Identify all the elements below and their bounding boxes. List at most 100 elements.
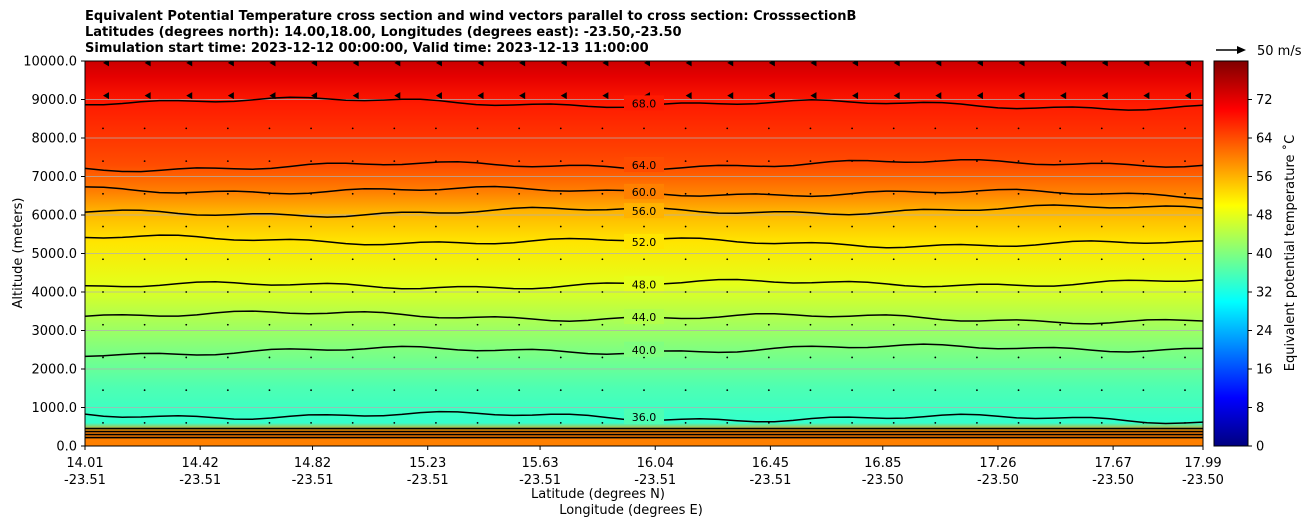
- wind-vector: [1142, 258, 1145, 261]
- colorbar-tick-label: 8: [1256, 401, 1264, 416]
- wind-vector: [1184, 291, 1186, 293]
- wind-vector: [892, 323, 895, 326]
- wind-vector: [1100, 356, 1103, 359]
- x-tick-label-lon: -23.50: [1092, 473, 1134, 488]
- x-tick-label-lon: -23.51: [749, 473, 791, 488]
- wind-vector: [935, 61, 942, 67]
- wind-vector: [351, 258, 354, 261]
- contour-label-bg: [624, 409, 664, 425]
- wind-vector: [351, 389, 354, 392]
- wind-vector: [143, 127, 146, 130]
- wind-vector: [143, 323, 146, 326]
- contour-label-bg: [624, 203, 664, 219]
- wind-vector: [311, 61, 318, 67]
- x-tick-label-lat: 17.99: [1184, 456, 1221, 471]
- y-tick-label: 0.0: [56, 440, 77, 455]
- wind-vector: [103, 61, 109, 67]
- wind-vector: [144, 92, 151, 100]
- wind-vector: [809, 323, 812, 326]
- wind-vector: [852, 92, 859, 100]
- wind-vector: [268, 291, 271, 293]
- wind-vector: [1100, 258, 1103, 261]
- wind-vector: [767, 258, 770, 261]
- wind-vector: [1059, 356, 1062, 359]
- wind-vector: [102, 356, 104, 359]
- wind-vector: [352, 92, 359, 100]
- y-tick-label: 1000.0: [32, 401, 78, 416]
- wind-vector: [393, 192, 396, 195]
- plot-area: 36.0 40.0 44.0 48.0 52.0 56.0 60.0 64.0 68.0: [84, 60, 1204, 447]
- wind-vector: [601, 258, 604, 261]
- wind-vector: [186, 61, 193, 67]
- wind-vector: [601, 356, 604, 359]
- wind-vector: [1060, 61, 1067, 67]
- y-tick-label: 3000.0: [32, 324, 78, 339]
- wind-vector: [435, 258, 437, 261]
- wind-vector: [851, 225, 853, 228]
- contour-label: 60.0: [632, 186, 657, 199]
- wind-vector: [227, 61, 234, 67]
- contour-label: 44.0: [632, 311, 657, 324]
- wind-vector: [684, 389, 687, 392]
- wind-vector: [892, 389, 895, 392]
- wind-vector: [1017, 258, 1020, 261]
- wind-vector: [1017, 291, 1020, 293]
- wind-vector: [601, 389, 604, 392]
- wind-vector: [518, 225, 521, 228]
- colorbar-tick-label: 56: [1256, 170, 1273, 185]
- wind-vector: [393, 127, 396, 130]
- x-tick-label-lat: 14.82: [294, 456, 331, 471]
- wind-vector: [767, 225, 770, 228]
- wind-vector: [185, 323, 188, 326]
- wind-vector: [559, 258, 562, 261]
- wind-vector: [1059, 323, 1062, 326]
- wind-vector: [435, 92, 442, 100]
- wind-vector: [477, 92, 484, 100]
- wind-vector: [102, 258, 104, 261]
- wind-vector: [851, 422, 853, 424]
- wind-vector: [102, 127, 104, 130]
- wind-vector: [1059, 258, 1062, 261]
- wind-vector: [476, 160, 479, 163]
- wind-vector: [268, 258, 271, 261]
- wind-vector: [684, 160, 687, 163]
- y-axis-label: Altitude (meters): [11, 198, 26, 309]
- wind-vector: [768, 92, 775, 100]
- wind-vector: [394, 92, 401, 100]
- wind-vector: [1059, 291, 1062, 293]
- wind-vector: [143, 192, 146, 195]
- colorbar-tick-label: 24: [1256, 324, 1273, 339]
- wind-vector: [519, 92, 526, 100]
- wind-vector: [726, 258, 729, 261]
- wind-vector: [393, 291, 396, 293]
- wind-vector: [601, 225, 604, 228]
- wind-vector: [810, 61, 817, 67]
- wind-vector: [518, 389, 521, 392]
- wind-vector: [684, 291, 687, 293]
- wind-vector: [393, 422, 396, 424]
- wind-vector: [476, 225, 479, 228]
- wind-vector: [1059, 389, 1062, 392]
- wind-vector: [643, 291, 645, 293]
- wind-vector: [1017, 389, 1020, 392]
- wind-vector: [976, 225, 978, 228]
- wind-vector: [852, 61, 859, 67]
- contour-label-bg: [624, 183, 664, 199]
- wind-vector: [809, 225, 812, 228]
- wind-vector: [560, 61, 567, 67]
- wind-vector: [1142, 323, 1145, 326]
- colorbar-bar: [1213, 60, 1249, 447]
- wind-vector: [310, 258, 312, 261]
- wind-vector: [726, 160, 729, 163]
- wind-vector: [1101, 92, 1108, 100]
- wind-vector: [560, 92, 567, 100]
- contour-label-bg: [624, 309, 664, 325]
- wind-vector: [1100, 127, 1103, 130]
- wind-vector: [726, 323, 729, 326]
- x-tick-label-lon: -23.51: [634, 473, 676, 488]
- wind-vector: [226, 160, 229, 163]
- wind-vector: [976, 61, 983, 67]
- wind-vector: [1143, 61, 1150, 67]
- wind-vector: [1018, 92, 1025, 100]
- wind-vector: [767, 389, 770, 392]
